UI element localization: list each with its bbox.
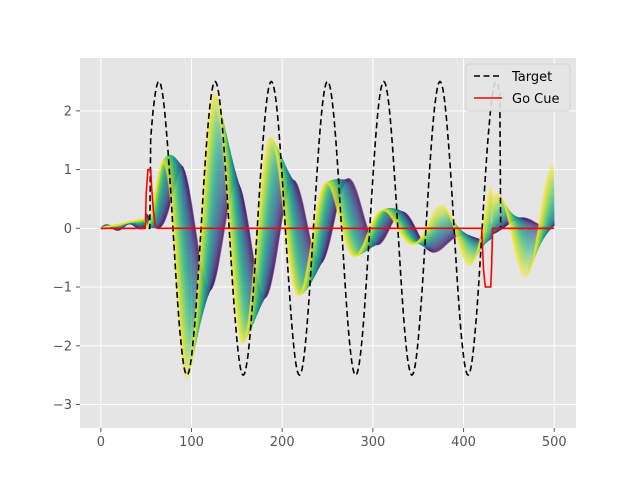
trajectories (100, 91, 555, 380)
trajectory-line (100, 121, 555, 346)
go-cue-line (100, 168, 555, 288)
x-tick-label: 400 (451, 435, 476, 450)
y-axis: 2 1 0 −1 −2 −3 (53, 104, 80, 413)
trajectory-line (100, 113, 555, 355)
trajectory-line (100, 100, 555, 368)
plot-background (80, 58, 576, 428)
x-tick-label: 200 (270, 435, 295, 450)
trajectory-line (100, 148, 555, 318)
trajectory-line (100, 139, 555, 326)
trajectory-line (100, 141, 555, 324)
y-tick-label: −2 (53, 339, 72, 354)
y-tick-label: 1 (64, 163, 72, 178)
trajectory-line (100, 166, 555, 299)
trajectory-line (100, 108, 555, 359)
trajectory-line (100, 114, 555, 352)
trajectory-line (100, 159, 555, 310)
x-tick-label: 300 (360, 435, 385, 450)
trajectory-line (100, 146, 555, 321)
legend-go-cue-label: Go Cue (512, 92, 559, 107)
x-tick-label: 100 (179, 435, 204, 450)
trajectory-line (100, 161, 555, 307)
legend-target-label: Target (511, 70, 552, 85)
y-tick-label: 0 (64, 222, 72, 237)
trajectory-line (100, 105, 555, 364)
x-tick-label: 500 (542, 435, 567, 450)
trajectory-line (100, 99, 555, 370)
trajectory-line (100, 110, 555, 357)
y-tick-label: −3 (53, 398, 72, 413)
trajectory-line (100, 166, 555, 299)
trajectory-line (100, 97, 555, 373)
trajectory-line (100, 129, 555, 337)
trajectory-line (100, 124, 555, 341)
trajectory-line (100, 93, 555, 378)
trajectory-line (100, 162, 555, 304)
trajectory-line (100, 106, 555, 361)
trajectory-line (100, 165, 555, 300)
x-tick-label: 0 (97, 435, 105, 450)
y-tick-label: 2 (64, 104, 72, 119)
trajectory-line (100, 95, 555, 376)
trajectory-line (100, 162, 555, 306)
trajectory-line (100, 123, 555, 343)
trajectory-line (100, 165, 555, 300)
trajectory-line (100, 143, 555, 323)
trajectory-line (100, 155, 555, 312)
legend-box (465, 63, 571, 112)
trajectory-line (100, 151, 555, 315)
trajectory-line (100, 164, 555, 301)
trajectory-line (100, 164, 555, 302)
trajectory-line (100, 149, 555, 317)
y-tick-label: −1 (53, 281, 72, 296)
trajectory-line (100, 137, 555, 328)
trajectory-line (100, 118, 555, 348)
trajectory-line (100, 164, 555, 302)
trajectory-line (100, 135, 555, 331)
trajectory-line (100, 127, 555, 339)
target-line (100, 80, 555, 377)
trajectory-line (100, 133, 555, 332)
trajectory-line (100, 102, 555, 367)
trajectory-line (100, 154, 555, 313)
trajectory-line (100, 131, 555, 334)
x-axis: 0 100 200 300 400 500 (97, 428, 567, 450)
trajectory-line (100, 157, 555, 311)
trajectory-line (100, 160, 555, 308)
legend: Target Go Cue (465, 63, 571, 112)
trajectory-line (100, 116, 555, 350)
trajectory-line (100, 165, 555, 299)
trajectory-line (100, 163, 555, 303)
trajectory-line (100, 162, 555, 305)
